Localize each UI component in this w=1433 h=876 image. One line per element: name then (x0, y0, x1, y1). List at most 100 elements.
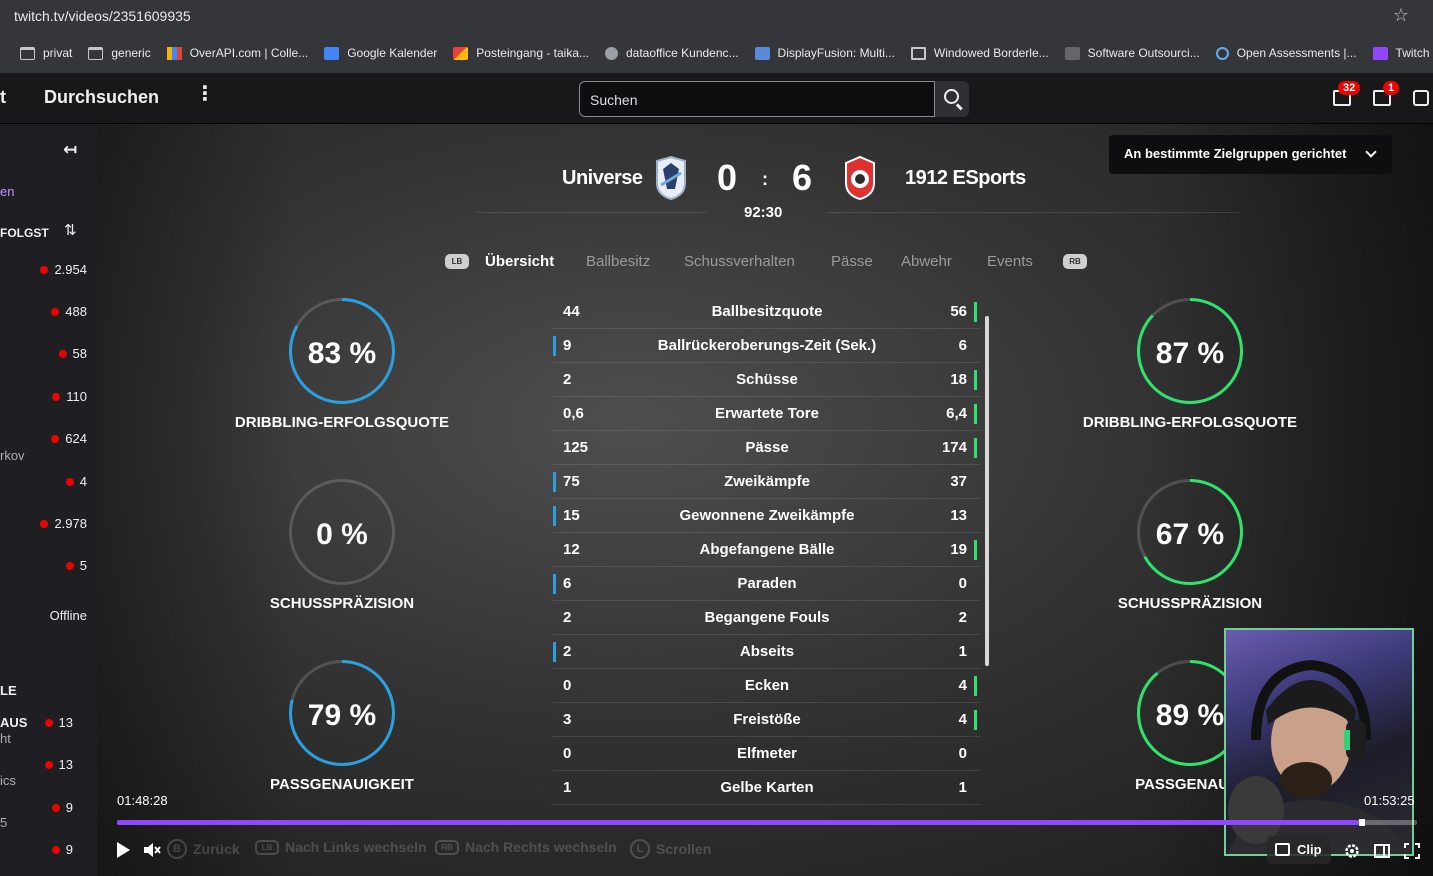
gamepad-button-icon: B (167, 839, 187, 859)
search-button[interactable] (935, 81, 969, 117)
live-indicator-icon (51, 803, 60, 812)
away-stat-value: 1 (958, 643, 967, 660)
xb-icon (1064, 46, 1080, 60)
stats-scrollbar[interactable] (985, 316, 989, 666)
sidebar-link-fragment[interactable]: en (0, 184, 15, 199)
bookmark-item[interactable]: Windowed Borderle... (910, 46, 1049, 60)
stat-label: Elfmeter (736, 745, 798, 762)
stat-label: Paraden (737, 575, 797, 592)
url-text[interactable]: twitch.tv/videos/2351609935 (14, 8, 191, 24)
home-team-crest-icon (656, 155, 686, 201)
bookmark-star-icon[interactable]: ☆ (1392, 5, 1409, 25)
viewer-count[interactable]: 4 (65, 474, 87, 489)
browse-link[interactable]: Durchsuchen (44, 87, 160, 107)
bookmark-item[interactable]: Posteingang - taika... (453, 46, 589, 60)
viewer-count[interactable]: 5 (65, 558, 87, 573)
live-indicator-icon (65, 561, 74, 570)
away-leader-bar (974, 540, 977, 560)
away-stat-value: 4 (958, 677, 967, 694)
folder-icon (88, 46, 104, 60)
bookmark-item[interactable]: Open Assessments |... (1215, 46, 1357, 60)
bookmark-item[interactable]: Twitch (1372, 46, 1430, 60)
overapi-icon (166, 46, 182, 60)
bookmark-item[interactable]: DisplayFusion: Multi... (754, 46, 895, 60)
stats-tab[interactable]: Übersicht (485, 253, 555, 270)
stat-row: Ballrückeroberungs-Zeit (Sek.) 9 6 (553, 329, 981, 363)
bookmark-item[interactable]: OverAPI.com | Colle... (166, 46, 308, 60)
followed-header: FOLGST (0, 226, 49, 240)
notifications-badge: 1 (1383, 81, 1400, 95)
home-stat-value: 0 (563, 677, 572, 694)
browser-address-bar: twitch.tv/videos/2351609935 ☆ (0, 0, 1433, 33)
viewer-count[interactable]: 488 (51, 304, 87, 319)
bookmark-item[interactable]: generic (88, 46, 151, 60)
home-stat-value: 9 (563, 337, 572, 354)
muted-volume-icon[interactable] (143, 841, 161, 859)
live-indicator-icon (51, 307, 60, 316)
home-stat-value: 12 (563, 541, 580, 558)
stats-tab[interactable]: Pässe (831, 253, 873, 270)
ring-arc (289, 298, 395, 404)
home-score: 0 (717, 157, 738, 198)
viewer-count[interactable]: 58 (58, 346, 87, 361)
theatre-mode-icon[interactable] (1374, 843, 1390, 859)
viewer-count[interactable]: 9 (51, 800, 73, 815)
bookmark-label: DisplayFusion: Multi... (777, 46, 895, 60)
clip-button[interactable]: Clip (1267, 836, 1331, 864)
away-leader-bar (974, 438, 977, 458)
seek-bar-thumb[interactable] (1359, 819, 1366, 826)
live-indicator-icon (40, 519, 49, 528)
lb-bumper-icon: LB (445, 254, 469, 269)
target-audience-button[interactable]: An bestimmte Zielgruppen gerichtet (1109, 135, 1392, 174)
stats-tab[interactable]: Events (987, 253, 1033, 270)
stats-tab[interactable]: Ballbesitz (586, 253, 651, 270)
channel-name-fragment[interactable]: rkov (0, 448, 25, 463)
away-stat-value: 6 (958, 337, 967, 354)
bookmark-item[interactable]: Google Kalender (324, 46, 437, 60)
viewer-count[interactable]: 13 (44, 757, 73, 772)
stats-tab[interactable]: Abwehr (901, 253, 952, 270)
gamepad-button-icon: L (630, 839, 650, 859)
live-indicator-icon (51, 845, 60, 854)
channel-fragment-aus[interactable]: AUS (0, 715, 28, 730)
stat-row: Paraden 6 0 (553, 567, 981, 601)
logo-fragment[interactable]: t (0, 87, 6, 107)
viewer-count[interactable]: 2.954 (40, 262, 87, 277)
stats-tab[interactable]: Schussverhalten (684, 253, 795, 270)
controller-hint: B Zurück (167, 839, 240, 859)
channel-fragment-ics[interactable]: ics (0, 773, 16, 788)
video-player[interactable]: An bestimmte Zielgruppen gerichtet Unive… (97, 124, 1433, 876)
fullscreen-icon[interactable] (1404, 843, 1420, 859)
seek-bar[interactable] (117, 819, 1417, 826)
more-menu-icon[interactable]: ⋮ (195, 83, 215, 105)
bookmark-item[interactable]: privat (20, 46, 72, 60)
away-stat-value: 0 (958, 575, 967, 592)
viewer-count[interactable]: 2.978 (40, 516, 87, 531)
bookmark-item[interactable]: Software Outsourci... (1064, 46, 1200, 60)
clip-label: Clip (1297, 842, 1322, 857)
viewer-count[interactable]: 110 (52, 389, 87, 404)
viewer-count[interactable]: 13 (44, 715, 73, 730)
stat-row: Begangene Fouls 2 2 (553, 601, 981, 635)
play-icon[interactable] (117, 842, 130, 858)
home-stat-value: 0,6 (563, 405, 584, 422)
sort-icon[interactable]: ⇅ (64, 222, 77, 239)
viewer-count[interactable]: 9 (51, 842, 73, 857)
inbox-badge: 32 (1338, 81, 1361, 95)
search-input[interactable]: Suchen (579, 81, 935, 117)
end-time: 01:53:25 (1364, 793, 1415, 808)
stat-label: Ballrückeroberungs-Zeit (Sek.) (657, 337, 877, 354)
viewer-count[interactable]: 624 (51, 431, 87, 446)
hint-label: Scrollen (656, 841, 712, 857)
section-header-fragment: LE (0, 683, 17, 698)
collapse-sidebar-icon[interactable]: ↤ (63, 140, 78, 159)
settings-gear-icon[interactable] (1344, 843, 1360, 859)
bookmark-label: privat (43, 46, 73, 60)
notifications-icon[interactable] (1373, 90, 1391, 106)
stat-row: Abseits 2 1 (553, 635, 981, 669)
whispers-icon[interactable] (1413, 90, 1429, 106)
seek-bar-fill (117, 820, 1363, 825)
bookmark-item[interactable]: dataoffice Kundenc... (605, 46, 739, 60)
ring-arc (1137, 479, 1243, 585)
ring-percent: 83 % (307, 337, 377, 370)
